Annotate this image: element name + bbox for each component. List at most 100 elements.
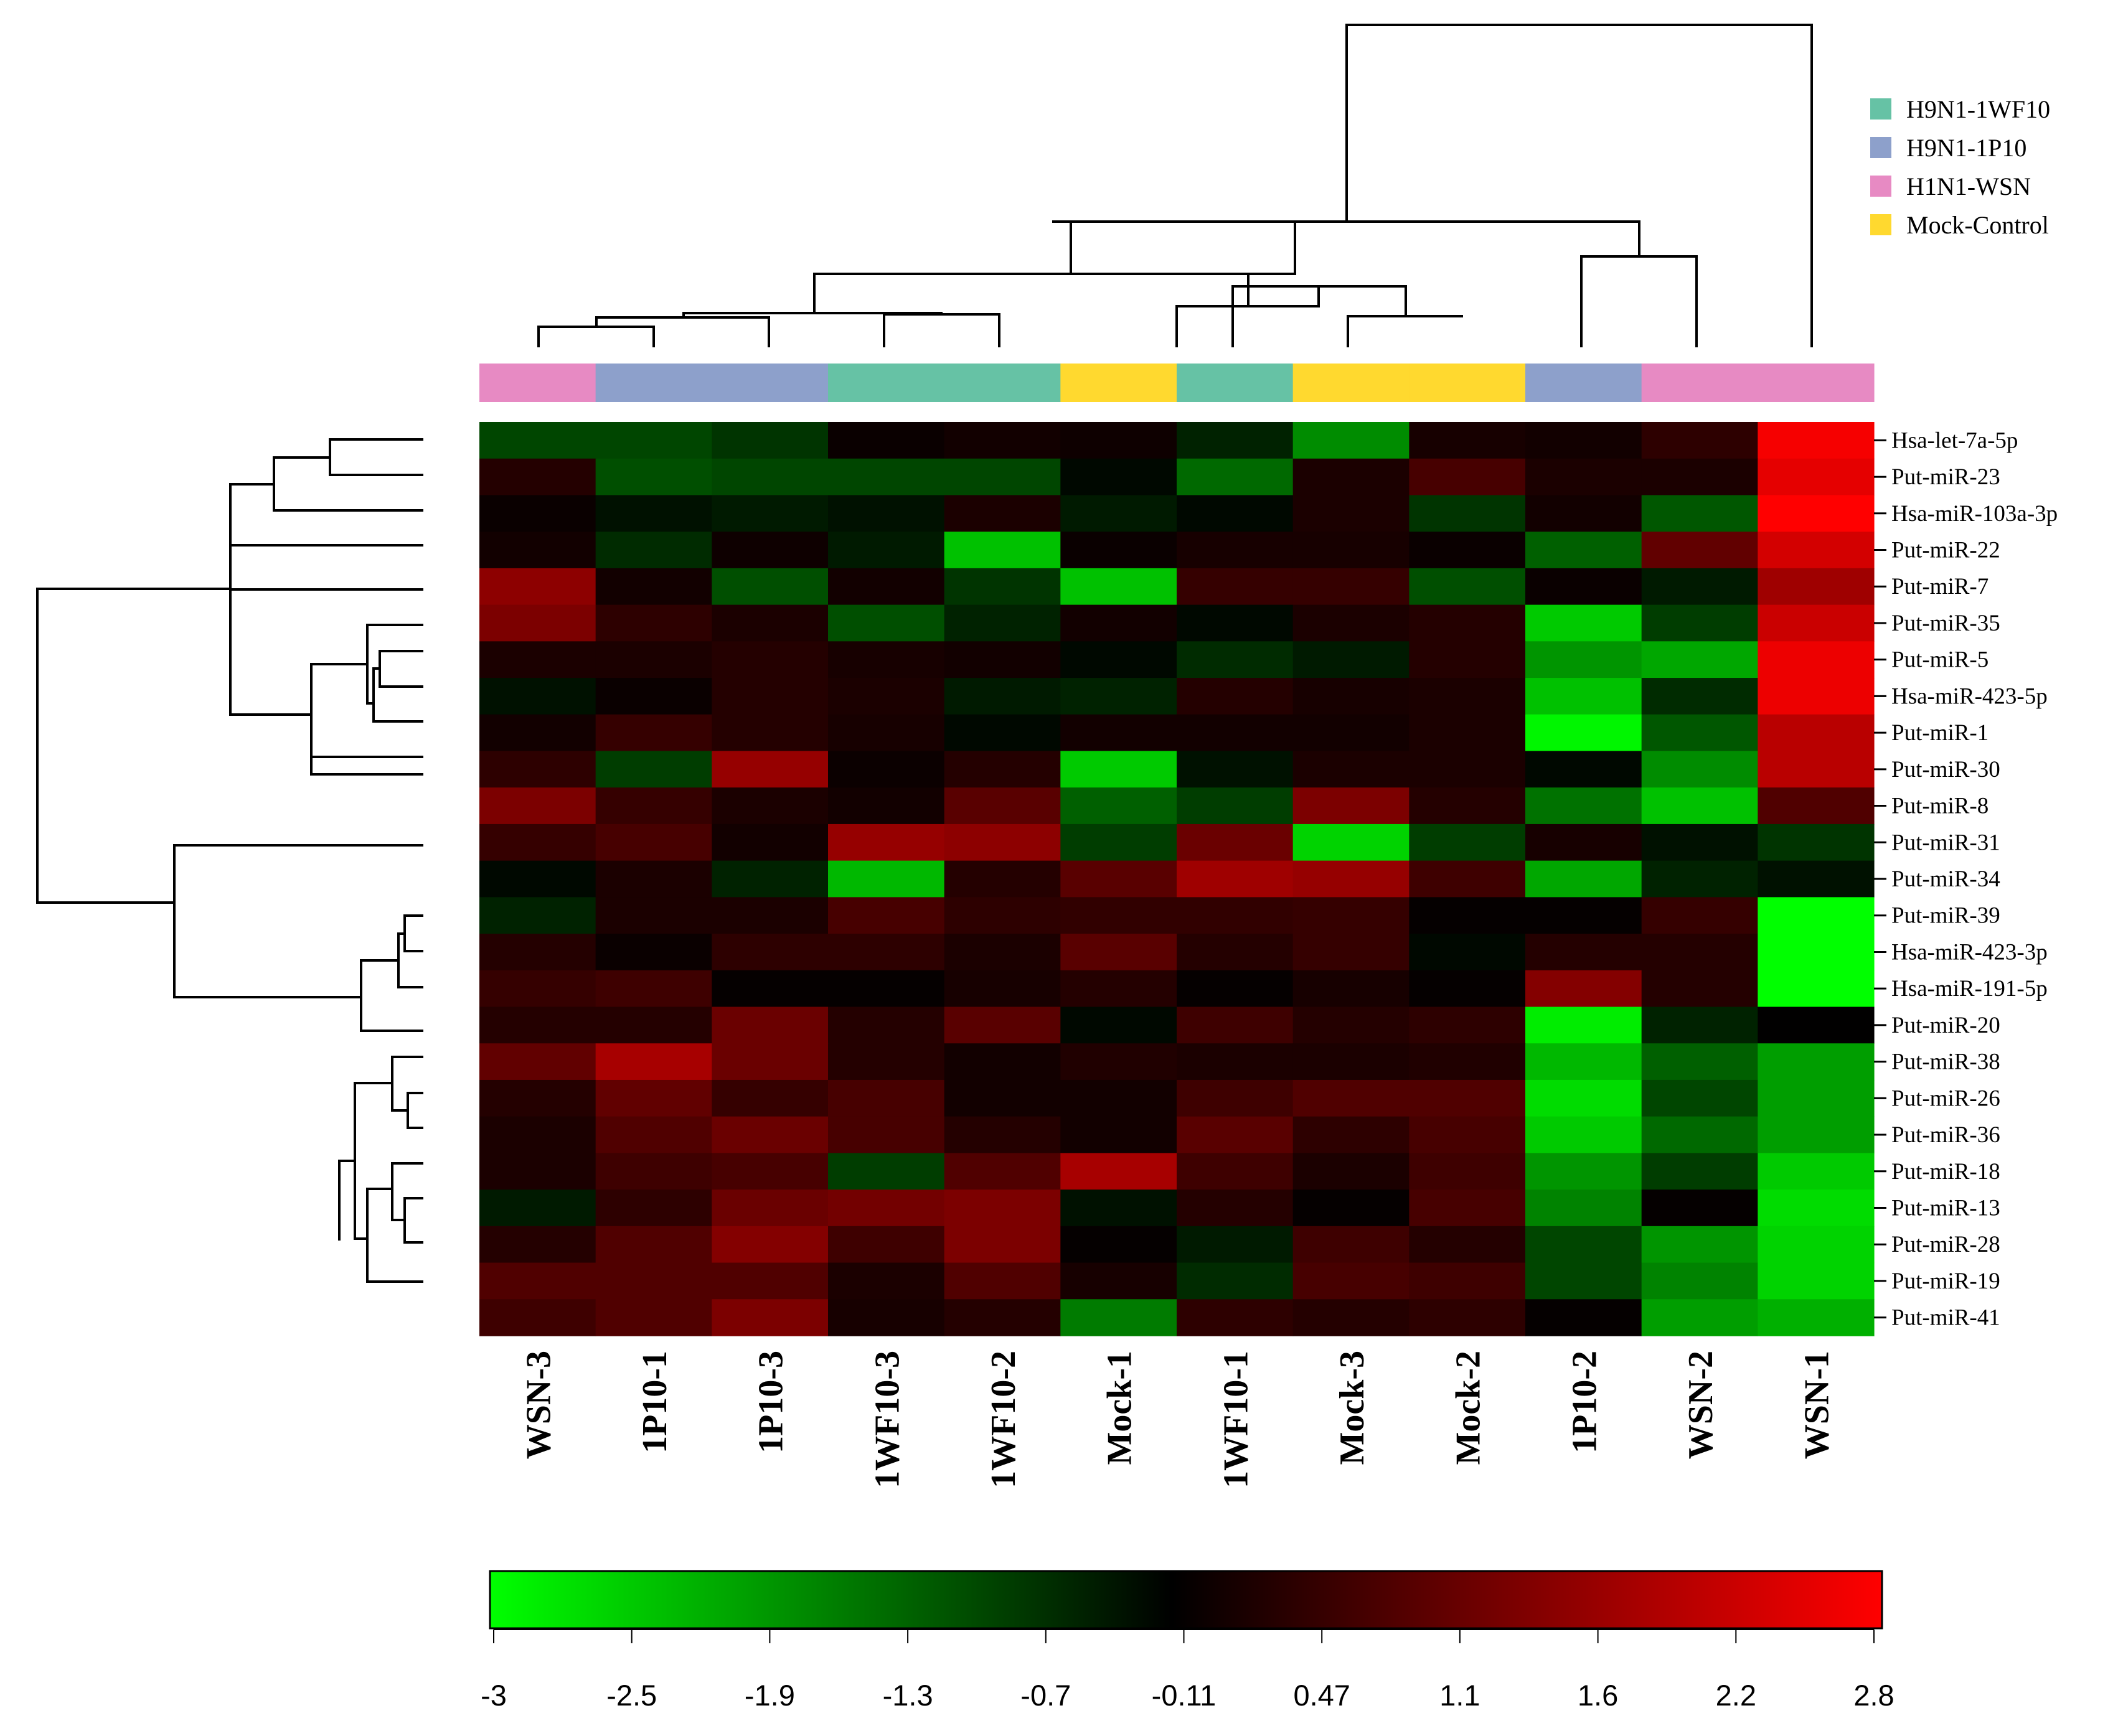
heatmap-cell [1060, 1189, 1177, 1227]
group-legend: H9N1-1WF10 H9N1-1P10 H1N1-WSN Mock-Control [1870, 95, 2050, 239]
heatmap-cell [595, 934, 712, 971]
column-label: 1WF10-3 [868, 1351, 906, 1488]
row-label: Put-miR-38 [1891, 1049, 2000, 1075]
heatmap-cell [1060, 495, 1177, 532]
heatmap-cell [1409, 458, 1526, 496]
heatmap-cell [1525, 568, 1642, 606]
row-label: Put-miR-22 [1891, 538, 2000, 563]
heatmap-cell [1292, 495, 1410, 532]
heatmap-cell [1060, 934, 1177, 971]
row-dendro-link [366, 624, 423, 705]
heatmap-cell [712, 1153, 829, 1190]
heatmap-cell [828, 714, 945, 752]
heatmap-cell [944, 532, 1061, 569]
heatmap-cell [1525, 714, 1642, 752]
heatmap-cell [1177, 1226, 1294, 1264]
legend-label: H9N1-1WF10 [1906, 95, 2050, 123]
heatmap-cell [1060, 678, 1177, 715]
group-bar-cell [595, 364, 712, 402]
heatmap-cell [1525, 1116, 1642, 1153]
heatmap-cell [1060, 1079, 1177, 1117]
heatmap-cell [1409, 1006, 1526, 1044]
heatmap-cell [595, 1153, 712, 1190]
heatmap-cell [1409, 1262, 1526, 1300]
heatmap-cell [595, 970, 712, 1008]
heatmap-cell [828, 495, 945, 532]
heatmap-cell [712, 1116, 829, 1153]
heatmap-cell [1292, 751, 1410, 788]
heatmap-cell [1060, 1116, 1177, 1153]
heatmap-cell [828, 934, 945, 971]
scale-tick-label: 0.47 [1293, 1679, 1350, 1712]
heatmap-cell [944, 604, 1061, 642]
heatmap-cell [828, 1043, 945, 1081]
heatmap-cell [479, 1299, 596, 1336]
row-label: Put-miR-26 [1891, 1086, 2000, 1111]
column-labels: WSN-3 1P10-1 1P10-3 1WF10-3 1WF10-2 Mock-1 1WF… [519, 1351, 1836, 1488]
heatmap-cell [1758, 458, 1875, 496]
heatmap-cell [712, 860, 829, 898]
row-dendro-link [273, 456, 423, 512]
heatmap-cell [828, 751, 945, 788]
column-label: 1WF10-2 [984, 1351, 1023, 1488]
heatmap-cell [944, 787, 1061, 825]
heatmap-cell [479, 1043, 596, 1081]
heatmap-cell [1525, 1043, 1642, 1081]
heatmap-cell [1758, 422, 1875, 459]
scale-tick-label: 1.1 [1439, 1679, 1480, 1712]
heatmap-cell [1409, 714, 1526, 752]
heatmap-cell [712, 823, 829, 861]
heatmap-cell [1177, 1079, 1294, 1117]
row-dendro-link [36, 588, 230, 904]
heatmap-cell [828, 860, 945, 898]
row-dendro-link [397, 932, 423, 988]
row-dendro-link [310, 756, 423, 776]
row-label: Hsa-miR-423-5p [1891, 683, 2048, 709]
heatmap-cell [1177, 568, 1294, 606]
heatmap-cell [1409, 1299, 1526, 1336]
heatmap-cell [1525, 934, 1642, 971]
heatmap-cell [1641, 970, 1758, 1008]
heatmap-cell [1409, 568, 1526, 606]
heatmap-cell [944, 751, 1061, 788]
heatmap-cell [828, 823, 945, 861]
legend-swatch [1870, 98, 1891, 120]
heatmap-cell [1177, 934, 1294, 971]
heatmap-cell [712, 495, 829, 532]
heatmap-cell [1409, 1116, 1526, 1153]
heatmap-cell [1758, 495, 1875, 532]
legend-label: H1N1-WSN [1906, 172, 2031, 200]
heatmap-cell [1060, 1153, 1177, 1190]
heatmap-cell [1641, 495, 1758, 532]
row-dendro-link [403, 1197, 423, 1244]
heatmap-cell [944, 897, 1061, 934]
group-bar-cell [1177, 364, 1294, 402]
heatmap-cell [828, 970, 945, 1008]
heatmap-cell [595, 1299, 712, 1336]
row-label: Put-miR-31 [1891, 830, 2000, 855]
row-label: Put-miR-19 [1891, 1269, 2000, 1294]
heatmap-cell [1292, 1226, 1410, 1264]
scale-tick-label: -2.5 [606, 1679, 657, 1712]
group-bar-cell [828, 364, 945, 402]
heatmap-cell [595, 860, 712, 898]
heatmap-cell [595, 678, 712, 715]
heatmap-cell [479, 934, 596, 971]
heatmap-cell [479, 641, 596, 678]
column-label: Mock-1 [1101, 1351, 1139, 1465]
heatmap-cell [1060, 1226, 1177, 1264]
heatmap-cell [1409, 1079, 1526, 1117]
column-label: Mock-3 [1333, 1351, 1372, 1465]
heatmap-cell [1409, 1153, 1526, 1190]
heatmap-cell [1525, 604, 1642, 642]
heatmap-cell [1060, 532, 1177, 569]
heatmap-cell [1758, 1116, 1875, 1153]
heatmap-cell [479, 1153, 596, 1190]
heatmap-cell [1060, 422, 1177, 459]
heatmap-cell [1641, 860, 1758, 898]
heatmap-cell [1177, 1043, 1294, 1081]
heatmap-cell [1525, 1153, 1642, 1190]
heatmap-cell [595, 1043, 712, 1081]
heatmap-cell [479, 1116, 596, 1153]
heatmap-cell [1409, 1189, 1526, 1227]
